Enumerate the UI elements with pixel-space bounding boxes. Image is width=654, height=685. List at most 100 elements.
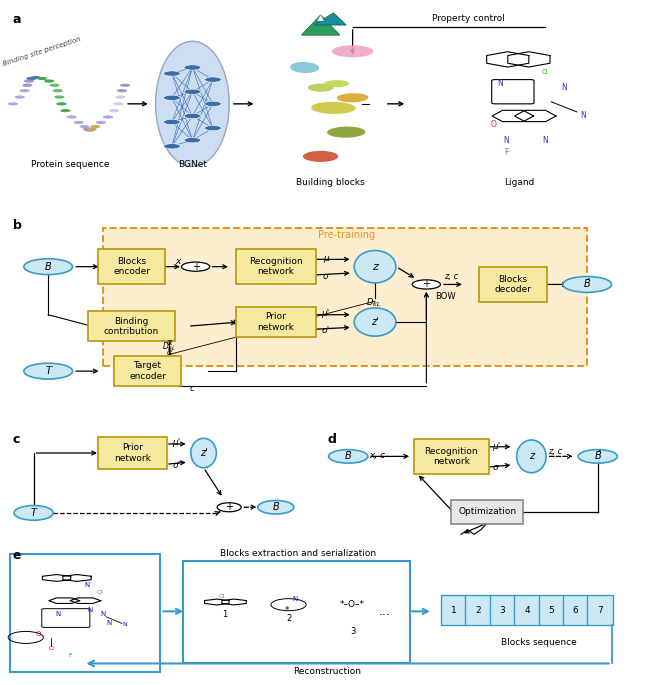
Text: Blocks extraction and serialization: Blocks extraction and serialization [220,549,376,558]
Text: μ': μ' [173,438,181,447]
Circle shape [37,77,48,80]
Circle shape [205,77,221,82]
Text: z, c: z, c [443,271,458,281]
Text: Blocks
decoder: Blocks decoder [494,275,531,294]
Text: σ: σ [493,463,499,472]
Text: 3: 3 [350,627,355,636]
Text: +: + [225,502,233,512]
Text: Building blocks: Building blocks [296,178,364,187]
Text: Recognition
network: Recognition network [249,257,303,276]
Ellipse shape [303,151,338,162]
Text: B: B [273,502,279,512]
Circle shape [164,144,181,149]
Text: N: N [497,79,503,88]
Text: α̂: α̂ [167,348,172,357]
Circle shape [109,109,120,112]
Text: O: O [49,646,54,651]
Text: 3: 3 [500,606,506,614]
Circle shape [184,89,201,95]
Text: O: O [36,631,41,637]
FancyBboxPatch shape [451,500,523,523]
Text: Blocks
encoder: Blocks encoder [113,257,150,276]
Text: 2: 2 [475,606,481,614]
Circle shape [86,127,97,131]
Circle shape [120,84,130,87]
Circle shape [44,79,54,83]
Ellipse shape [354,251,396,283]
Circle shape [22,84,33,87]
Text: N: N [84,582,90,588]
Text: BGNet: BGNet [178,160,207,169]
Circle shape [164,119,181,125]
Text: 7: 7 [597,606,603,614]
Ellipse shape [308,84,334,92]
Text: c: c [190,384,195,393]
Circle shape [52,89,63,92]
Circle shape [8,102,18,105]
Text: $D_{KL}$: $D_{KL}$ [162,341,177,353]
FancyBboxPatch shape [10,554,160,672]
Circle shape [103,115,113,119]
Ellipse shape [191,438,216,468]
Text: Pre-training: Pre-training [318,230,375,240]
Circle shape [217,503,241,512]
Circle shape [205,125,221,131]
FancyBboxPatch shape [490,595,515,625]
Circle shape [117,89,127,92]
Polygon shape [301,15,340,35]
FancyBboxPatch shape [466,595,491,625]
Text: Recognition
network: Recognition network [424,447,478,466]
Text: Cl: Cl [96,590,103,595]
Text: b: b [13,219,22,232]
Circle shape [164,95,181,101]
Circle shape [79,125,90,128]
Text: N: N [581,112,586,121]
Text: Cl: Cl [218,594,224,599]
Ellipse shape [517,440,546,473]
Circle shape [20,89,30,92]
Text: Optimization: Optimization [458,508,516,516]
Ellipse shape [332,45,373,58]
Polygon shape [314,13,346,25]
Circle shape [113,102,124,105]
FancyBboxPatch shape [538,595,564,625]
Text: N: N [87,607,92,613]
Text: z: z [529,451,534,462]
Text: α: α [167,338,172,347]
Text: N: N [292,597,298,602]
Circle shape [14,506,53,520]
Text: μ': μ' [322,309,330,318]
Text: a: a [13,13,22,26]
Text: 4: 4 [524,606,530,614]
Text: N: N [561,83,567,92]
Circle shape [182,262,210,271]
Text: ...: ... [379,605,390,618]
Circle shape [412,280,440,289]
Text: O: O [490,120,496,129]
Circle shape [96,121,106,124]
Text: 2: 2 [286,614,291,623]
Circle shape [31,76,41,79]
Text: Prior
network: Prior network [257,312,294,332]
Circle shape [50,84,60,87]
Circle shape [328,449,368,463]
Text: 6: 6 [573,606,579,614]
Text: Ligand: Ligand [504,178,534,187]
Text: Prior
network: Prior network [114,443,151,462]
Polygon shape [317,15,324,21]
Ellipse shape [327,127,366,138]
FancyBboxPatch shape [413,439,489,474]
FancyBboxPatch shape [587,595,613,625]
Circle shape [24,363,73,379]
Circle shape [205,101,221,106]
Circle shape [164,71,181,76]
Text: B̂: B̂ [584,279,591,290]
Ellipse shape [354,308,396,336]
Circle shape [60,109,71,112]
Text: Reconstruction: Reconstruction [293,667,361,676]
Text: e: e [13,549,22,562]
Text: μ': μ' [492,442,500,451]
Circle shape [563,277,611,292]
Text: B: B [45,262,52,272]
Ellipse shape [311,102,356,114]
